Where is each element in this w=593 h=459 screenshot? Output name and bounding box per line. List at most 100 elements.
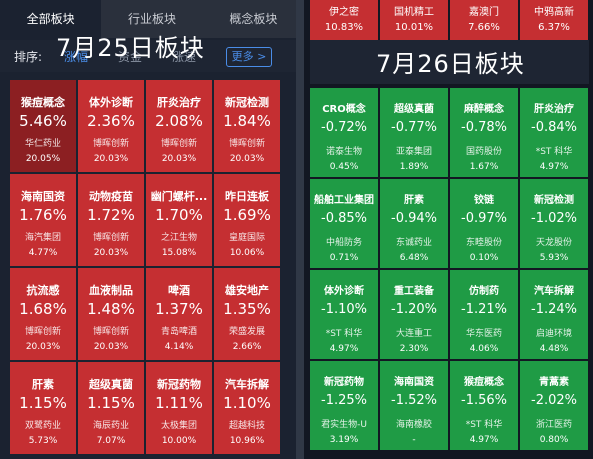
sector-name: 肝素 [32,378,54,391]
sector-tile[interactable]: 雄安地产 1.35% 荣盛发展 2.66% [214,268,280,360]
sector-tile[interactable]: 抗流感 1.68% 博晖创新 20.03% [10,268,76,360]
leading-stock-change: 4.97% [469,435,499,445]
sector-name: 新冠检测 [225,96,269,109]
leading-stock-change: 0.71% [329,253,359,263]
sector-tile[interactable]: 肝素 1.15% 双鹭药业 5.73% [10,362,76,454]
top-stock-tile[interactable]: 中鸦高新 6.37% [520,0,588,40]
sector-tile[interactable]: 肝素 -0.94% 东诚药业 6.48% [380,179,448,268]
sector-tile[interactable]: 超级真菌 -0.77% 亚泰集团 1.89% [380,88,448,177]
sector-tile[interactable]: 猴痘概念 5.46% 华仁药业 20.05% [10,80,76,172]
sector-change-pct: -0.85% [321,211,367,226]
top-stock-tile[interactable]: 嘉澳门 7.66% [450,0,518,40]
leading-stock-change: 3.19% [329,435,359,445]
leading-stock-name: 海汽集团 [24,233,61,243]
sector-tile[interactable]: 船舶工业集团 -0.85% 中船防务 0.71% [310,179,378,268]
sector-change-pct: 1.69% [223,206,271,224]
leading-stock-change: 20.03% [93,342,129,352]
leading-stock-name: 浙江医药 [535,420,572,430]
leading-stock-change: 5.93% [539,253,569,263]
sector-name: 昨日连板 [225,190,269,203]
left-scrollbar[interactable] [296,0,304,459]
sector-name: 体外诊断 [324,286,364,297]
sort-option-gain[interactable]: 涨幅 [64,50,89,64]
sort-option-funds[interactable]: 资金 [118,50,143,64]
sector-name: 新冠药物 [157,378,201,391]
sector-change-pct: 1.11% [155,394,203,412]
sector-tile[interactable]: 新冠药物 1.11% 太极集团 10.00% [146,362,212,454]
sector-tile[interactable]: 昨日连板 1.69% 皇庭国际 10.06% [214,174,280,266]
top-stock-tile[interactable]: 伊之密 10.83% [310,0,378,40]
more-button[interactable]: 更多 > [226,47,272,67]
sector-tile[interactable]: 铰链 -0.97% 东睦股份 0.10% [450,179,518,268]
sector-tile[interactable]: 新冠药物 -1.25% 君实生物-U 3.19% [310,361,378,450]
top-stock-change: 10.01% [394,22,434,33]
top-stock-tile[interactable]: 国机精工 10.01% [380,0,448,40]
top-stock-change: 7.66% [468,22,500,33]
leading-stock-name: 博晖创新 [92,233,129,243]
leading-stock-name: 之江生物 [160,233,197,243]
sector-change-pct: 1.72% [87,206,135,224]
sector-tile[interactable]: CRO概念 -0.72% 诺泰生物 0.45% [310,88,378,177]
leading-stock-name: 超越科技 [228,421,265,431]
sector-name: 动物疫苗 [89,190,133,203]
sector-tile[interactable]: 汽车拆解 -1.24% 启迪环境 4.48% [520,270,588,359]
leading-stock-name: 亚泰集团 [395,147,432,157]
leading-stock-name: 中船防务 [325,238,362,248]
sector-tile[interactable]: 肝炎治疗 2.08% 博晖创新 20.03% [146,80,212,172]
sector-change-pct: 2.08% [155,112,203,130]
sector-change-pct: 1.68% [19,300,67,318]
leading-stock-name: 启迪环境 [535,329,572,339]
sector-tile[interactable]: 动物疫苗 1.72% 博晖创新 20.03% [78,174,144,266]
leading-stock-name: 君实生物-U [321,420,367,430]
leading-stock-name: 荣盛发展 [228,327,265,337]
leading-stock-name: 华东医药 [465,329,502,339]
leading-stock-change: 1.67% [469,162,499,172]
leading-stock-name: *ST 科华 [325,329,363,339]
leading-stock-change: 15.08% [161,248,197,258]
leading-stock-name: 天龙股份 [535,238,572,248]
sector-tile[interactable]: 超级真菌 1.15% 海辰药业 7.07% [78,362,144,454]
tab-industry-sectors[interactable]: 行业板块 [127,12,176,26]
sector-name: 肝炎治疗 [534,104,574,115]
sector-tile[interactable]: 青蒿素 -2.02% 浙江医药 0.80% [520,361,588,450]
sector-change-pct: 1.37% [155,300,203,318]
sector-name: 汽车拆解 [534,286,574,297]
top-stock-change: 6.37% [538,22,570,33]
sector-name: 猴痘概念 [21,96,65,109]
leading-stock-name: 太极集团 [160,421,197,431]
sector-tile[interactable]: 猴痘概念 -1.56% *ST 科华 4.97% [450,361,518,450]
sector-change-pct: 1.48% [87,300,135,318]
top-stock-change: 10.83% [324,22,364,33]
right-title-bar [310,40,589,84]
tab-all-sectors[interactable]: 全部板块 [0,0,102,38]
leading-stock-change: 6.48% [399,253,429,263]
sector-change-pct: 1.10% [223,394,271,412]
sort-option-speed[interactable]: 涨速 [172,50,197,64]
sector-tile[interactable]: 啤酒 1.37% 青岛啤酒 4.14% [146,268,212,360]
sector-tile[interactable]: 汽车拆解 1.10% 超越科技 10.96% [214,362,280,454]
sector-tile[interactable]: 重工装备 -1.20% 大连重工 2.30% [380,270,448,359]
sector-change-pct: -0.97% [461,211,507,226]
top-stock-name: 嘉澳门 [469,7,499,18]
sector-tile[interactable]: 海南国资 -1.52% 海南橡胶 - [380,361,448,450]
sector-change-pct: -1.20% [391,302,437,317]
sector-tabs: 全部板块 行业板块 概念板块 [0,0,304,38]
sector-tile[interactable]: 新冠检测 1.84% 博晖创新 20.03% [214,80,280,172]
sector-tile[interactable]: 仿制药 -1.21% 华东医药 4.06% [450,270,518,359]
sector-tile[interactable]: 新冠检测 -1.02% 天龙股份 5.93% [520,179,588,268]
sector-tile[interactable]: 血液制品 1.48% 博晖创新 20.03% [78,268,144,360]
sector-tile[interactable]: 海南国资 1.76% 海汽集团 4.77% [10,174,76,266]
sector-tile[interactable]: 幽门螺杆... 1.70% 之江生物 15.08% [146,174,212,266]
sector-tile[interactable]: 体外诊断 -1.10% *ST 科华 4.97% [310,270,378,359]
sector-name: 啤酒 [168,284,190,297]
sector-tile[interactable]: 肝炎治疗 -0.84% *ST 科华 4.97% [520,88,588,177]
leading-stock-change: 10.96% [229,436,265,446]
sector-name: 血液制品 [89,284,133,297]
leading-stock-change: 4.97% [329,344,359,354]
sector-tile[interactable]: 体外诊断 2.36% 博晖创新 20.03% [78,80,144,172]
leading-stock-name: 大连重工 [395,329,432,339]
sector-name: 海南国资 [394,377,434,388]
tab-concept-sectors[interactable]: 概念板块 [229,12,278,26]
sector-tile[interactable]: 麻醉概念 -0.78% 国药股份 1.67% [450,88,518,177]
leading-stock-name: 诺泰生物 [325,147,362,157]
